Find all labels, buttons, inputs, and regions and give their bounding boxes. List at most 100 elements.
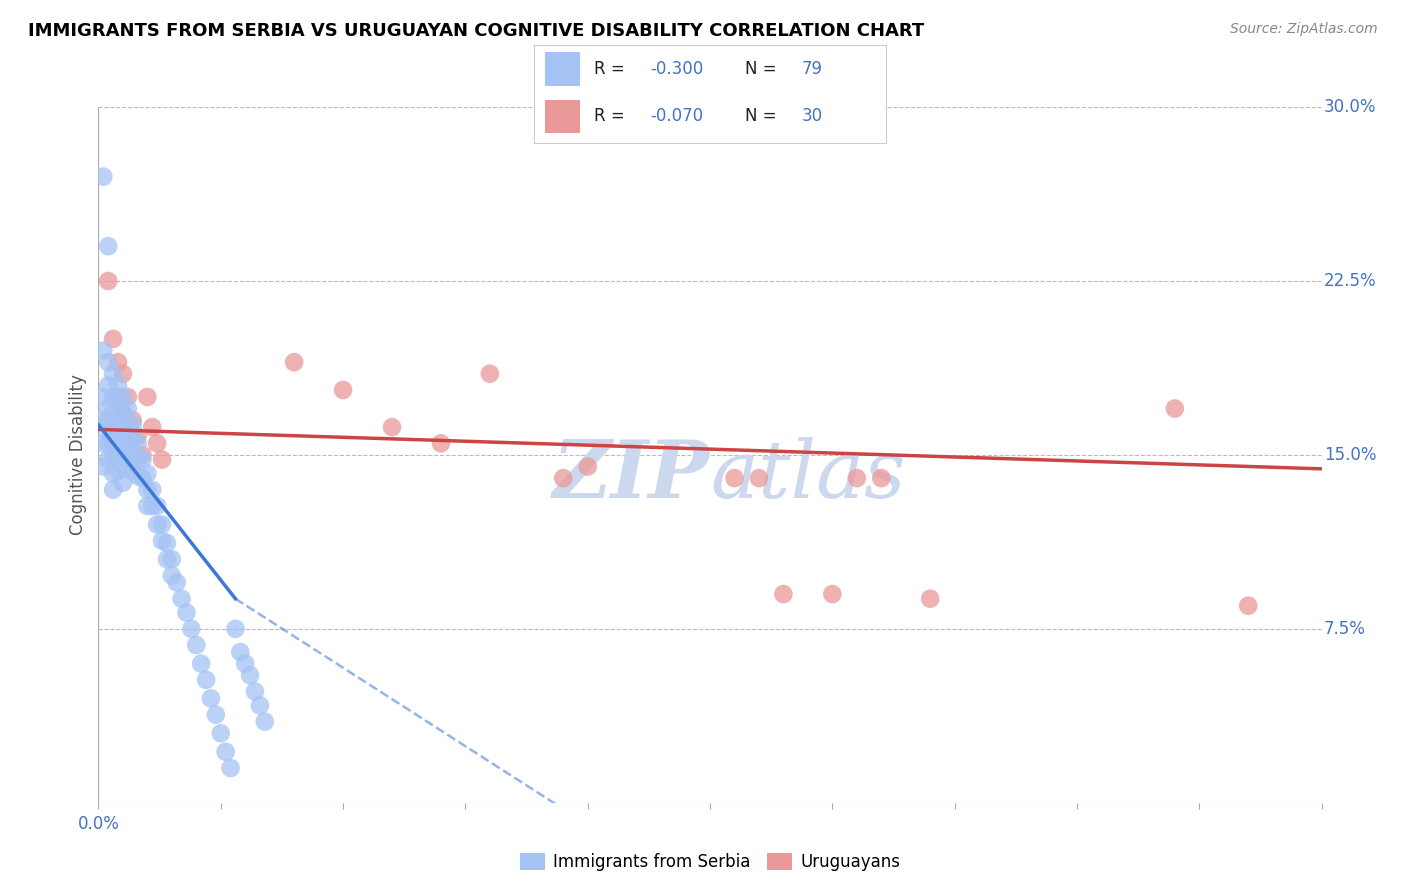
Point (180, 622, 202, 636)
Point (195, 673, 218, 687)
Point (97, 425, 120, 439)
Point (121, 413, 143, 427)
Point (91, 343, 114, 358)
Point (101, 448, 124, 462)
Point (146, 436, 169, 450)
Text: R =: R = (593, 107, 630, 125)
Point (243, 684, 266, 698)
Point (186, 638, 208, 652)
Point (101, 367, 124, 381)
Point (97, 436, 120, 450)
Point (1164, 401, 1187, 416)
Point (117, 436, 139, 450)
Point (150, 517, 173, 532)
Point (233, 657, 256, 671)
Text: 22.5%: 22.5% (1324, 272, 1376, 290)
Point (97, 355, 120, 369)
Point (121, 448, 143, 462)
Point (576, 459, 599, 474)
Point (253, 714, 276, 729)
Point (97, 239, 120, 253)
Point (91, 459, 114, 474)
Point (170, 591, 193, 606)
Point (553, 471, 575, 485)
Point (870, 471, 893, 485)
Point (117, 390, 139, 404)
Point (101, 420, 124, 434)
Text: Source: ZipAtlas.com: Source: ZipAtlas.com (1230, 22, 1378, 37)
Point (190, 657, 212, 671)
Point (107, 448, 129, 462)
Point (127, 436, 149, 450)
Bar (544, 53, 579, 86)
Point (101, 332, 124, 346)
Point (1237, 599, 1260, 613)
Text: ZIP: ZIP (553, 437, 710, 515)
Point (117, 452, 139, 467)
Text: -0.300: -0.300 (650, 60, 703, 78)
Text: 79: 79 (801, 60, 823, 78)
Text: N =: N = (745, 60, 782, 78)
Point (141, 420, 163, 434)
Text: N =: N = (745, 107, 782, 125)
Point (176, 606, 198, 620)
Text: 15.0%: 15.0% (1324, 446, 1376, 464)
Point (249, 698, 271, 713)
Point (107, 464, 129, 478)
Point (121, 432, 143, 446)
Point (107, 390, 129, 404)
Point (111, 443, 134, 458)
Point (224, 622, 246, 636)
Point (845, 471, 868, 485)
Point (97, 452, 120, 467)
Y-axis label: Cognitive Disability: Cognitive Disability (69, 375, 87, 535)
Point (101, 390, 124, 404)
Point (91, 436, 114, 450)
Point (141, 499, 163, 513)
Point (219, 761, 242, 775)
Point (121, 464, 143, 478)
Point (821, 587, 844, 601)
Point (136, 467, 159, 481)
Point (478, 367, 501, 381)
Text: IMMIGRANTS FROM SERBIA VS URUGUAYAN COGNITIVE DISABILITY CORRELATION CHART: IMMIGRANTS FROM SERBIA VS URUGUAYAN COGN… (28, 22, 924, 40)
Point (91, 390, 114, 404)
Point (131, 448, 153, 462)
Point (127, 452, 149, 467)
Point (121, 417, 143, 432)
Point (205, 707, 228, 722)
Point (131, 471, 153, 485)
Point (111, 390, 134, 404)
Point (111, 406, 134, 420)
Point (156, 552, 179, 566)
Point (150, 533, 173, 548)
Point (107, 378, 129, 392)
Point (920, 591, 942, 606)
Point (111, 459, 134, 474)
Point (111, 406, 134, 420)
Point (166, 575, 188, 590)
Point (723, 471, 745, 485)
Point (127, 429, 149, 443)
Text: 7.5%: 7.5% (1324, 620, 1367, 638)
Point (131, 452, 153, 467)
Point (283, 355, 305, 369)
Point (117, 420, 139, 434)
Text: 30.0%: 30.0% (1324, 98, 1376, 116)
Point (136, 483, 159, 497)
Point (156, 536, 179, 550)
Point (101, 406, 124, 420)
Point (97, 378, 120, 392)
Point (127, 468, 149, 483)
Bar (544, 100, 579, 133)
Point (381, 420, 404, 434)
Point (239, 668, 262, 682)
Point (214, 745, 236, 759)
Point (772, 587, 794, 601)
Point (101, 467, 124, 481)
Point (209, 726, 232, 740)
Point (430, 436, 453, 450)
Point (91, 413, 114, 427)
Point (97, 274, 120, 288)
Point (97, 401, 120, 416)
